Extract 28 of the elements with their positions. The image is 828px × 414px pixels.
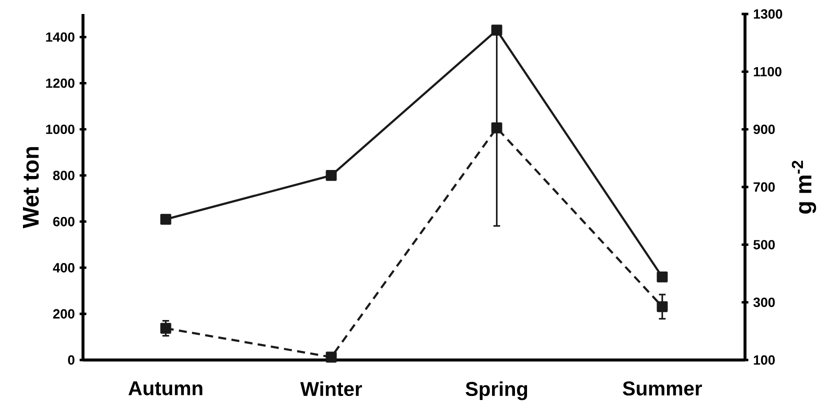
point bbox=[656, 271, 668, 282]
point bbox=[160, 214, 172, 225]
y2-tick-label: 900 bbox=[754, 124, 775, 134]
y-tick-label: 800 bbox=[53, 170, 74, 180]
point bbox=[656, 301, 668, 312]
y-tick-label: 1200 bbox=[46, 78, 74, 88]
y2-tick-label: 1100 bbox=[754, 66, 782, 76]
y2-axis-title: g m$^{-2}$ bbox=[792, 160, 816, 214]
y2-tick-label: 100 bbox=[754, 355, 775, 365]
y-tick-label: 600 bbox=[53, 216, 74, 226]
x-tick-label: Spring bbox=[466, 381, 528, 400]
y-tick-label: 200 bbox=[53, 309, 74, 319]
y-tick-label: 1400 bbox=[46, 32, 74, 42]
y-tick-label: 400 bbox=[52, 263, 74, 272]
y-axis-title: Wet ton bbox=[22, 147, 39, 228]
point bbox=[326, 352, 337, 363]
x-tick-label: Winter bbox=[300, 381, 362, 396]
x-tick-label: Autumn bbox=[128, 381, 202, 396]
x-tick-label: Summer bbox=[622, 381, 702, 396]
y2-tick-label: 500 bbox=[753, 240, 775, 250]
y2-tick-label: 1300 bbox=[754, 9, 782, 19]
y-tick-label: 1000 bbox=[46, 124, 74, 134]
point bbox=[326, 170, 337, 181]
point bbox=[491, 122, 502, 134]
y2-tick-label: 300 bbox=[753, 298, 775, 308]
y-tick-label: 0 bbox=[68, 355, 74, 365]
point bbox=[160, 322, 172, 334]
y2-tick-label: 700 bbox=[754, 182, 775, 192]
